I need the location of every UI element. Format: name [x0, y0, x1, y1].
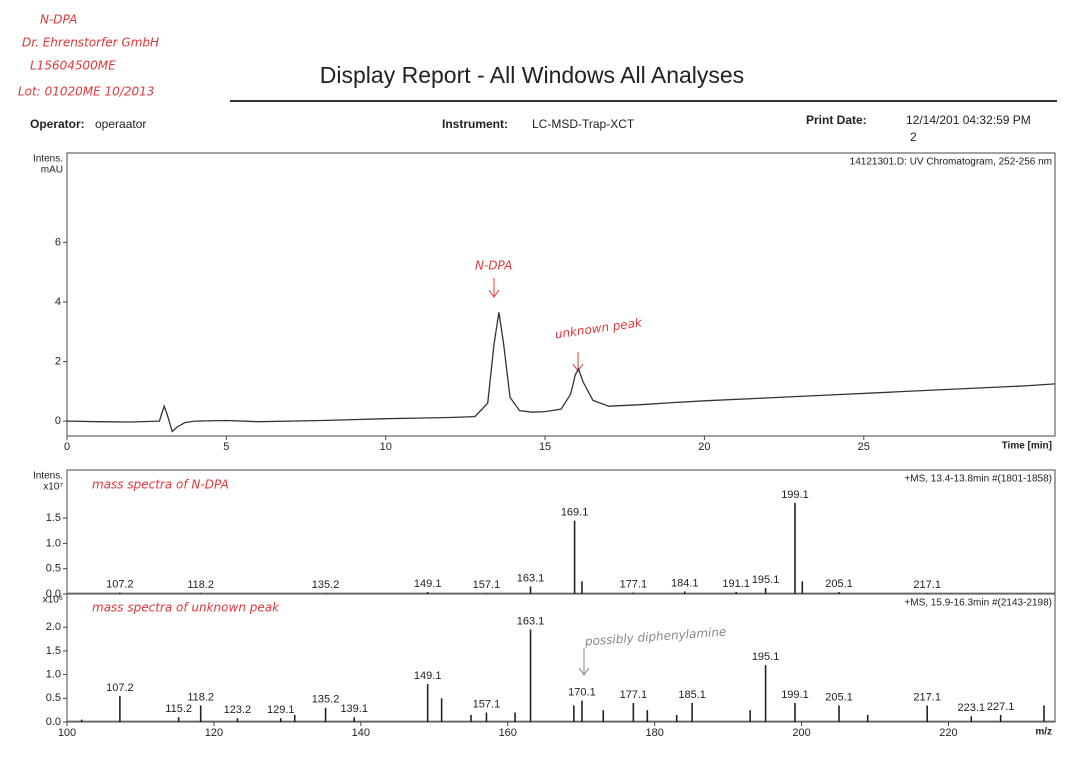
y-axis-label: Intens. [33, 471, 63, 482]
peak-label: 177.1 [620, 578, 648, 590]
annotation: +MS, 15.9-16.3min #(2143-2198) [904, 598, 1052, 609]
print-date: 12/14/201 04:32:59 PM [906, 113, 1031, 127]
peak-label: 169.1 [561, 507, 589, 519]
peak-label: 195.1 [752, 574, 780, 586]
x-tick-label: 160 [499, 727, 517, 739]
peak-label: 118.2 [187, 691, 214, 703]
x-tick-label: 180 [645, 727, 663, 739]
y-tick-label: 0 [55, 415, 61, 427]
peak-label: 163.1 [517, 572, 545, 584]
peak-label: 195.1 [752, 651, 780, 663]
chromatogram-line [66, 312, 1056, 433]
report-title: Display Report - All Windows All Analyse… [320, 62, 744, 88]
print-date-label: Print Date: [806, 113, 867, 127]
peak-label: 170.1 [568, 687, 596, 699]
peak-label: 217.1 [913, 579, 941, 591]
y-axis-label: Intens. [33, 154, 63, 165]
peak-label: 135.2 [312, 694, 340, 706]
peak-label: 217.1 [913, 691, 941, 703]
y-tick-label: 0.5 [46, 563, 61, 575]
peak-label: 205.1 [825, 578, 853, 590]
y-axis-label: mAU [41, 165, 63, 176]
peak-label: 185.1 [678, 689, 706, 701]
plot-frame [66, 152, 1056, 437]
x-tick-label: 25 [858, 441, 870, 453]
y-axis-label: x10⁶ [43, 595, 63, 606]
x-tick-label: 220 [939, 727, 957, 739]
handwritten-note: N-DPA [40, 13, 77, 27]
peak-label: 107.2 [106, 682, 134, 694]
y-tick-label: 2 [55, 355, 61, 367]
peak-label: 139.1 [340, 703, 368, 715]
arrow [488, 278, 500, 298]
peak-label: 227.1 [987, 701, 1015, 713]
y-tick-label: 1.5 [46, 645, 61, 657]
y-tick-label: 1.0 [46, 668, 61, 680]
operator: operaator [95, 117, 146, 131]
handwritten-note: Dr. Ehrenstorfer GmbH [22, 36, 159, 50]
peak-label: 223.1 [957, 702, 985, 714]
handwritten-note: mass spectra of unknown peak [92, 601, 280, 615]
y-tick-label: 6 [55, 236, 61, 248]
peak-label: 149.1 [414, 670, 442, 682]
handwritten-note: mass spectra of N-DPA [92, 478, 229, 492]
handwritten-note: L15604500ME [30, 59, 116, 73]
x-tick-label: 200 [792, 727, 810, 739]
x-tick-label: 140 [352, 727, 370, 739]
peak-label: 177.1 [620, 689, 648, 701]
y-tick-label: 2.0 [46, 621, 61, 633]
operator-label: Operator: [30, 117, 85, 131]
annotation: 14121301.D: UV Chromatogram, 252-256 nm [850, 157, 1052, 168]
peak-label: 123.2 [224, 704, 252, 716]
y-tick-label: 0.0 [46, 716, 61, 728]
arrow [572, 352, 584, 372]
handwritten-note: possibly diphenylamine [583, 625, 726, 649]
peak-label: 191.1 [722, 578, 750, 590]
peak-label: 149.1 [414, 578, 442, 590]
x-tick-label: 20 [698, 441, 710, 453]
peak-label: 107.2 [106, 578, 134, 590]
x-axis-label: Time [min] [1002, 441, 1052, 452]
peak-label: 135.2 [312, 579, 340, 591]
x-tick-label: 120 [205, 727, 223, 739]
y-tick-label: 1.0 [46, 537, 61, 549]
y-tick-label: 0.5 [46, 692, 61, 704]
y-tick-label: 1.5 [46, 512, 61, 524]
arrow [578, 648, 590, 676]
y-axis-label: x10⁷ [43, 482, 63, 493]
annotation: +MS, 13.4-13.8min #(1801-1858) [904, 474, 1052, 485]
peak-label: 118.2 [187, 579, 214, 591]
plot-frame [66, 593, 1056, 723]
handwritten-note: Lot: 01020ME 10/2013 [18, 85, 154, 99]
peak-label: 157.1 [473, 579, 501, 591]
print-date: 2 [910, 130, 917, 144]
y-tick-label: 4 [55, 296, 61, 308]
x-tick-label: 0 [64, 441, 70, 453]
peak-label: 115.2 [165, 703, 192, 715]
y-tick-label: 0.0 [46, 588, 61, 600]
x-tick-label: 15 [539, 441, 551, 453]
x-tick-label: 10 [380, 441, 392, 453]
peak-label: 157.1 [473, 698, 501, 710]
peak-label: 184.1 [671, 577, 699, 589]
peak-label: 163.1 [517, 615, 545, 627]
peak-label: 199.1 [781, 489, 809, 501]
instrument: LC-MSD-Trap-XCT [532, 117, 635, 131]
peak-label: 129.1 [267, 704, 295, 716]
x-tick-label: 100 [58, 727, 76, 739]
peak-label: 199.1 [781, 689, 809, 701]
handwritten-note: unknown peak [554, 315, 644, 341]
instrument-label: Instrument: [442, 117, 508, 131]
peak-label: 205.1 [825, 691, 853, 703]
handwritten-note: N-DPA [475, 259, 512, 273]
x-tick-label: 5 [223, 441, 229, 453]
x-axis-label: m/z [1035, 727, 1052, 738]
